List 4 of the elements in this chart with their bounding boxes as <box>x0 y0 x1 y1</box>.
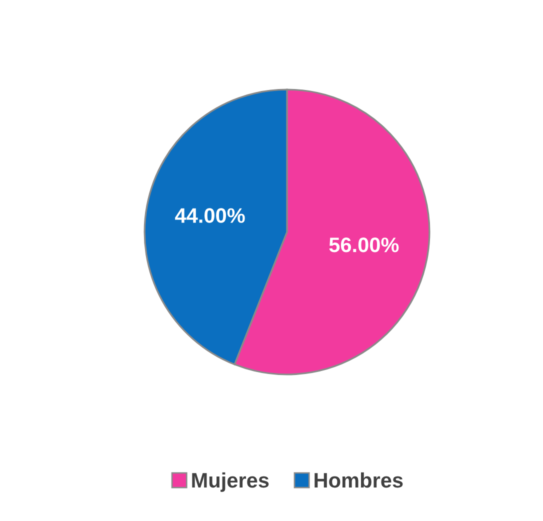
data-label: 56.00% <box>329 238 399 252</box>
legend-label: Mujeres <box>192 472 269 492</box>
legend-label: Hombres <box>314 472 403 488</box>
data-label: 44.00% <box>175 208 245 223</box>
